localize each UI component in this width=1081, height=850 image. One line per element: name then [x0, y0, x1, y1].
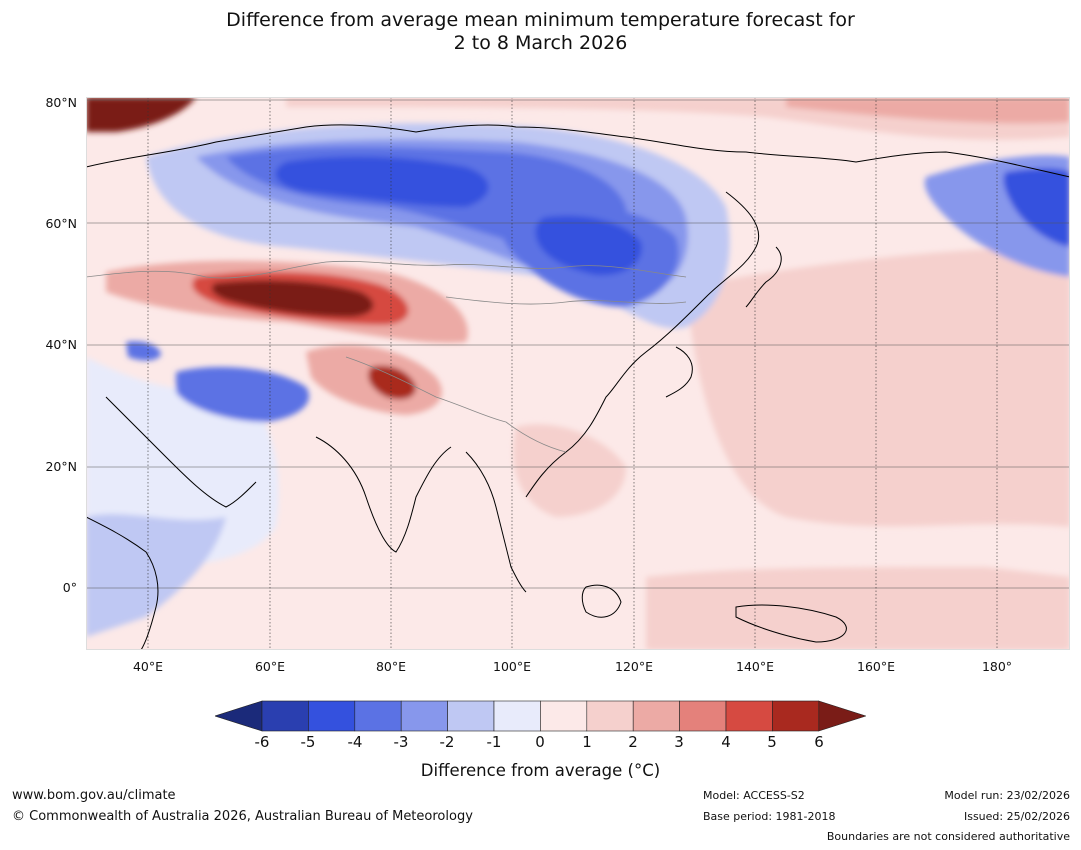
siberia-cold-center [275, 156, 489, 207]
coast-east-asia [525, 191, 760, 498]
colorbar-tick: 4 [721, 733, 731, 751]
colorbar-bin [818, 700, 866, 732]
colorbar-bin [493, 700, 541, 732]
coast-new-guinea [735, 604, 847, 643]
colorbar-tick: 5 [767, 733, 777, 751]
chart-title: Difference from average mean minimum tem… [0, 9, 1081, 55]
lon-label-140e: 140°E [735, 659, 775, 674]
coast-arctic [86, 124, 1070, 178]
colorbar-tick: 3 [674, 733, 684, 751]
colorbar-bin [725, 700, 773, 732]
map-frame [86, 97, 1070, 650]
coast-japan [665, 346, 693, 398]
arctic-east-warm [786, 97, 1070, 124]
coast-indochina [465, 451, 527, 593]
coast-borneo [581, 584, 622, 618]
lon-label-180: 180° [981, 659, 1013, 674]
colorbar-tick: -5 [300, 733, 316, 751]
iran-cool [176, 367, 310, 422]
borders [86, 260, 687, 453]
colorbar-bin [400, 700, 448, 732]
website-link[interactable]: www.bom.gov.au/climate [12, 788, 176, 803]
colorbar-tick: 0 [535, 733, 545, 751]
lon-label-100e: 100°E [492, 659, 532, 674]
lat-label-20n: 20°N [45, 459, 77, 474]
colorbar-bin [772, 700, 820, 732]
border-china-mongolia [445, 296, 687, 305]
graticule [86, 99, 1070, 589]
colorbar-tick: -6 [254, 733, 270, 751]
model-name: Model: ACCESS-S2 [703, 789, 805, 802]
tibet-warm-core [368, 365, 416, 400]
colorbar-tick: -1 [486, 733, 502, 751]
lon-label-120e: 120°E [614, 659, 654, 674]
border-russia-kazakh [86, 260, 687, 279]
colorbar-label: Difference from average (°C) [420, 761, 661, 780]
lon-label-160e: 160°E [856, 659, 896, 674]
coast-africa [86, 516, 159, 650]
lon-label-60e: 60°E [254, 659, 286, 674]
indonesia-warm-band [646, 567, 1070, 650]
base-period: Base period: 1981-2018 [703, 810, 836, 823]
south-china-warm [513, 424, 626, 517]
colorbar [215, 700, 866, 732]
coastlines [86, 124, 1070, 650]
colorbar-tick: 6 [814, 733, 824, 751]
coast-arabia [105, 396, 257, 508]
boundary-disclaimer: Boundaries are not considered authoritat… [826, 830, 1070, 843]
mongolia-cold-core [535, 215, 642, 276]
copyright: © Commonwealth of Australia 2026, Austra… [12, 809, 473, 824]
colorbar-tick: -3 [393, 733, 409, 751]
colorbar-bin [679, 700, 727, 732]
anomaly-map[interactable] [86, 97, 1070, 650]
colorbar-tick: -4 [347, 733, 363, 751]
colorbar-tick: -2 [439, 733, 455, 751]
lon-label-40e: 40°E [132, 659, 164, 674]
border-china-india [345, 356, 507, 423]
colorbar-bin [447, 700, 495, 732]
model-run: Model run: 23/02/2026 [944, 789, 1070, 802]
issued-date: Issued: 25/02/2026 [963, 810, 1070, 823]
coast-india [315, 436, 452, 553]
colorbar-tick: 2 [628, 733, 638, 751]
colorbar-bin [540, 700, 588, 732]
colorbar-tick: 1 [582, 733, 592, 751]
colorbar-bin [632, 700, 680, 732]
colorbar-bin [261, 700, 309, 732]
title-line-1: Difference from average mean minimum tem… [226, 9, 855, 31]
lat-label-60n: 60°N [45, 216, 77, 231]
lat-label-40n: 40°N [45, 337, 77, 352]
coast-kamchatka [745, 246, 782, 308]
arctic-warm-core [86, 97, 196, 132]
lat-label-0: 0° [62, 580, 77, 595]
colorbar-bin [586, 700, 634, 732]
lat-label-80n: 80°N [45, 95, 77, 110]
colorbar-bin [215, 700, 263, 732]
colorbar-bin [308, 700, 356, 732]
alaska-cold [1003, 168, 1070, 247]
caspian-cool [126, 341, 161, 361]
colorbar-bin [354, 700, 402, 732]
lon-label-80e: 80°E [375, 659, 407, 674]
pacific-warm-band [686, 247, 1070, 527]
meridians [147, 97, 998, 650]
kazakh-warm-core [211, 280, 374, 317]
border-china-se [505, 421, 567, 453]
title-line-2: 2 to 8 March 2026 [453, 32, 628, 54]
